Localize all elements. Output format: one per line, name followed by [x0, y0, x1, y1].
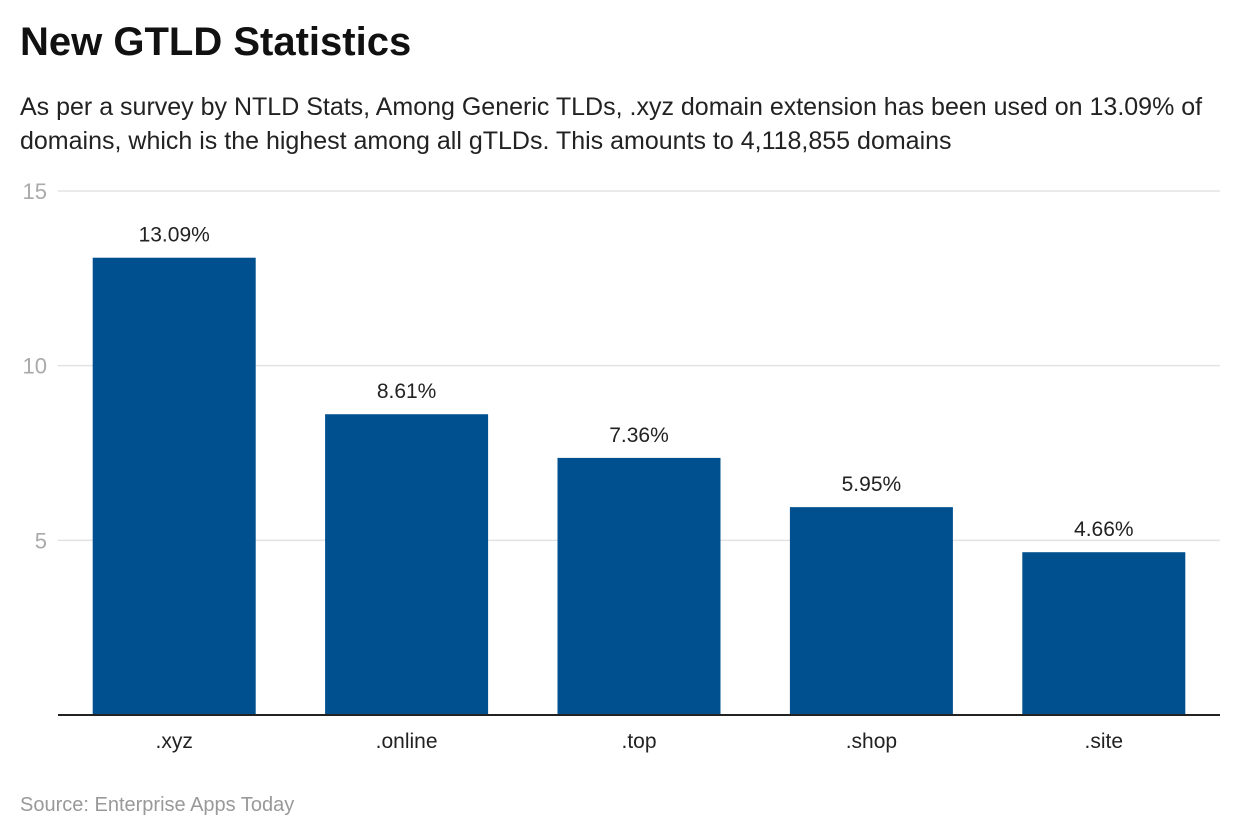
chart-title: New GTLD Statistics [20, 20, 412, 64]
data-label: 13.09% [139, 224, 210, 247]
source-note: Source: Enterprise Apps Today [20, 794, 295, 816]
bar-shop [789, 507, 953, 715]
y-tick-label: 5 [35, 528, 47, 553]
chart-subtitle: As per a survey by NTLD Stats, Among Gen… [20, 93, 1203, 155]
x-tick-label: .online [376, 730, 438, 753]
bar-online [325, 414, 489, 715]
bar-site [1022, 552, 1186, 715]
x-tick-label: .shop [846, 730, 897, 753]
data-label: 4.66% [1074, 518, 1134, 541]
data-label: 5.95% [842, 473, 902, 496]
y-tick-label: 15 [23, 179, 47, 204]
data-label: 8.61% [377, 380, 437, 403]
bar-top [557, 457, 721, 715]
bar-xyz [92, 257, 256, 715]
x-tick-label: .xyz [156, 730, 193, 753]
data-label: 7.36% [609, 424, 669, 447]
x-tick-label: .top [621, 730, 656, 753]
y-tick-label: 10 [23, 354, 47, 379]
x-tick-label: .site [1085, 730, 1124, 753]
